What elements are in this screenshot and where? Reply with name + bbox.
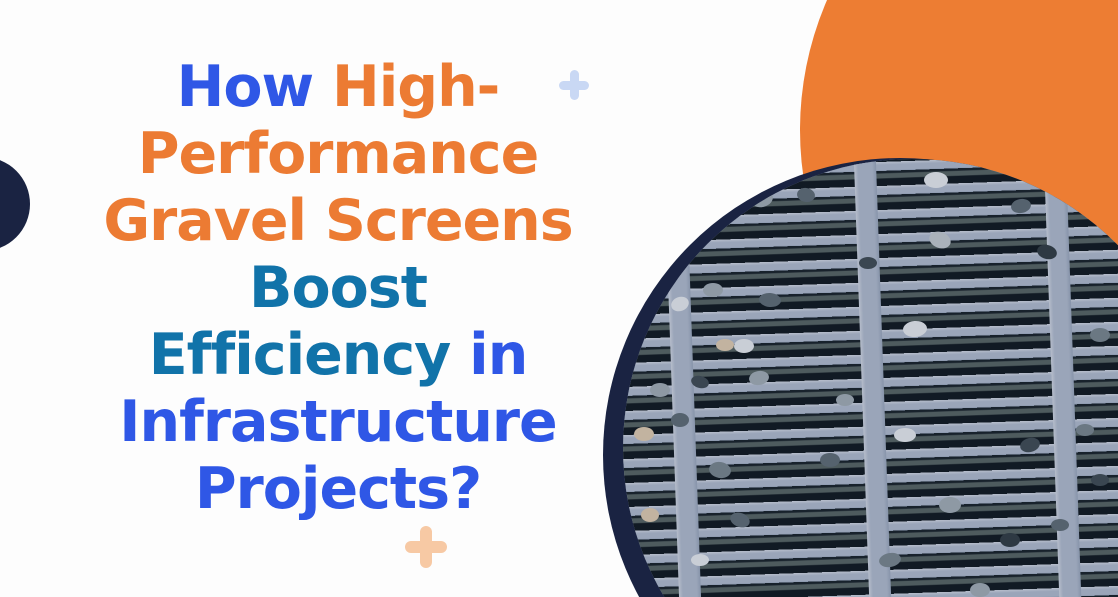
title-line: Projects?: [0, 456, 676, 523]
title-line: Performance: [0, 121, 676, 188]
plus-icon: [559, 70, 589, 100]
title-segment: Efficiency: [148, 322, 470, 388]
title-line: Infrastructure: [0, 389, 676, 456]
title-segment: Projects?: [194, 456, 482, 522]
title-segment: Infrastructure: [119, 389, 557, 455]
title-line: Gravel Screens: [0, 188, 676, 255]
title-segment: Boost: [249, 255, 428, 321]
title-line: How High-: [0, 54, 676, 121]
title-line: Boost: [0, 255, 676, 322]
gravel-screen-photo: [623, 159, 1118, 597]
title-segment: Performance: [137, 121, 539, 187]
gravel-pebbles: [634, 172, 1110, 597]
title-segment: in: [469, 322, 528, 388]
page-title: How High- Performance Gravel Screens Boo…: [0, 54, 676, 523]
title-segment: How: [176, 54, 333, 120]
title-segment: Gravel Screens: [103, 188, 573, 254]
title-segment: High-: [332, 54, 500, 120]
title-line: Efficiency in: [0, 322, 676, 389]
plus-icon: [405, 526, 447, 568]
